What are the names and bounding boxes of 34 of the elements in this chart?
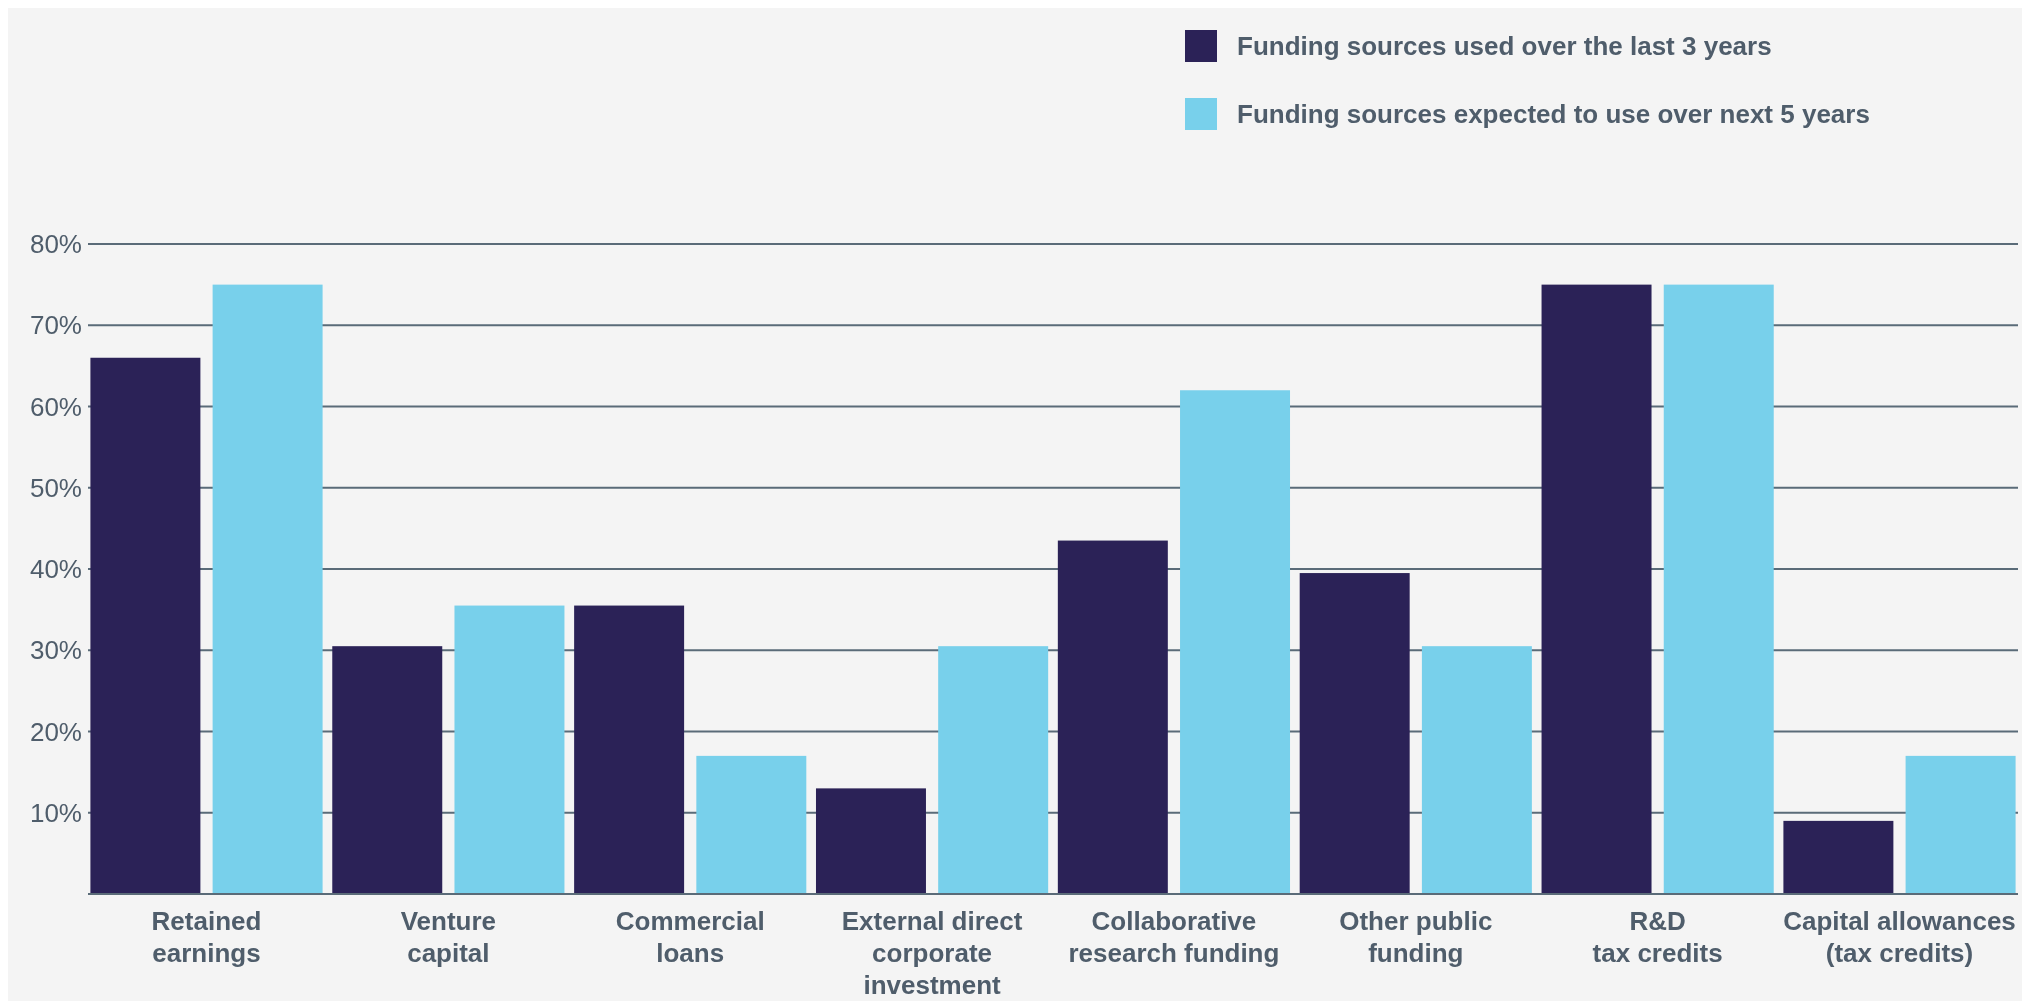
y-tick-label: 40% [29, 554, 82, 584]
x-tick-label: R&D tax credits [1592, 906, 1723, 968]
x-tick-label: Retained earnings [151, 906, 262, 968]
bar [454, 605, 565, 894]
bar [1783, 820, 1894, 894]
x-tick-label: External direct corporate investment [841, 906, 1023, 1000]
legend-label: Funding sources expected to use over next 5 years [1237, 99, 1870, 129]
bar [212, 284, 323, 894]
x-tick-label: Commercial loans [615, 906, 765, 968]
x-tick-label: Capital allowances (tax credits) [1783, 906, 2016, 968]
x-tick-label: Collaborative research funding [1068, 906, 1280, 968]
bar [1663, 284, 1774, 894]
bar [815, 788, 926, 894]
bar [1299, 573, 1410, 894]
bar [1421, 646, 1532, 894]
bar [1057, 540, 1168, 894]
bar [332, 646, 443, 894]
bar [1541, 284, 1652, 894]
x-tick-label: Venture capital [400, 906, 497, 968]
y-tick-label: 60% [29, 391, 82, 422]
legend-label: Funding sources used over the last 3 years [1237, 31, 1772, 61]
x-tick-label: Other public funding [1339, 906, 1493, 968]
y-tick-label: 10% [29, 797, 82, 828]
y-tick-label: 50% [29, 472, 82, 503]
bar [574, 605, 685, 894]
bar [1905, 755, 2016, 894]
bar [90, 357, 201, 894]
y-tick-label: 70% [29, 310, 82, 341]
y-tick-label: 20% [29, 716, 82, 747]
bar [696, 755, 807, 894]
bar [1180, 390, 1291, 894]
y-tick-label: 80% [29, 229, 82, 259]
bar [938, 646, 1049, 894]
y-tick-label: 30% [29, 635, 82, 666]
